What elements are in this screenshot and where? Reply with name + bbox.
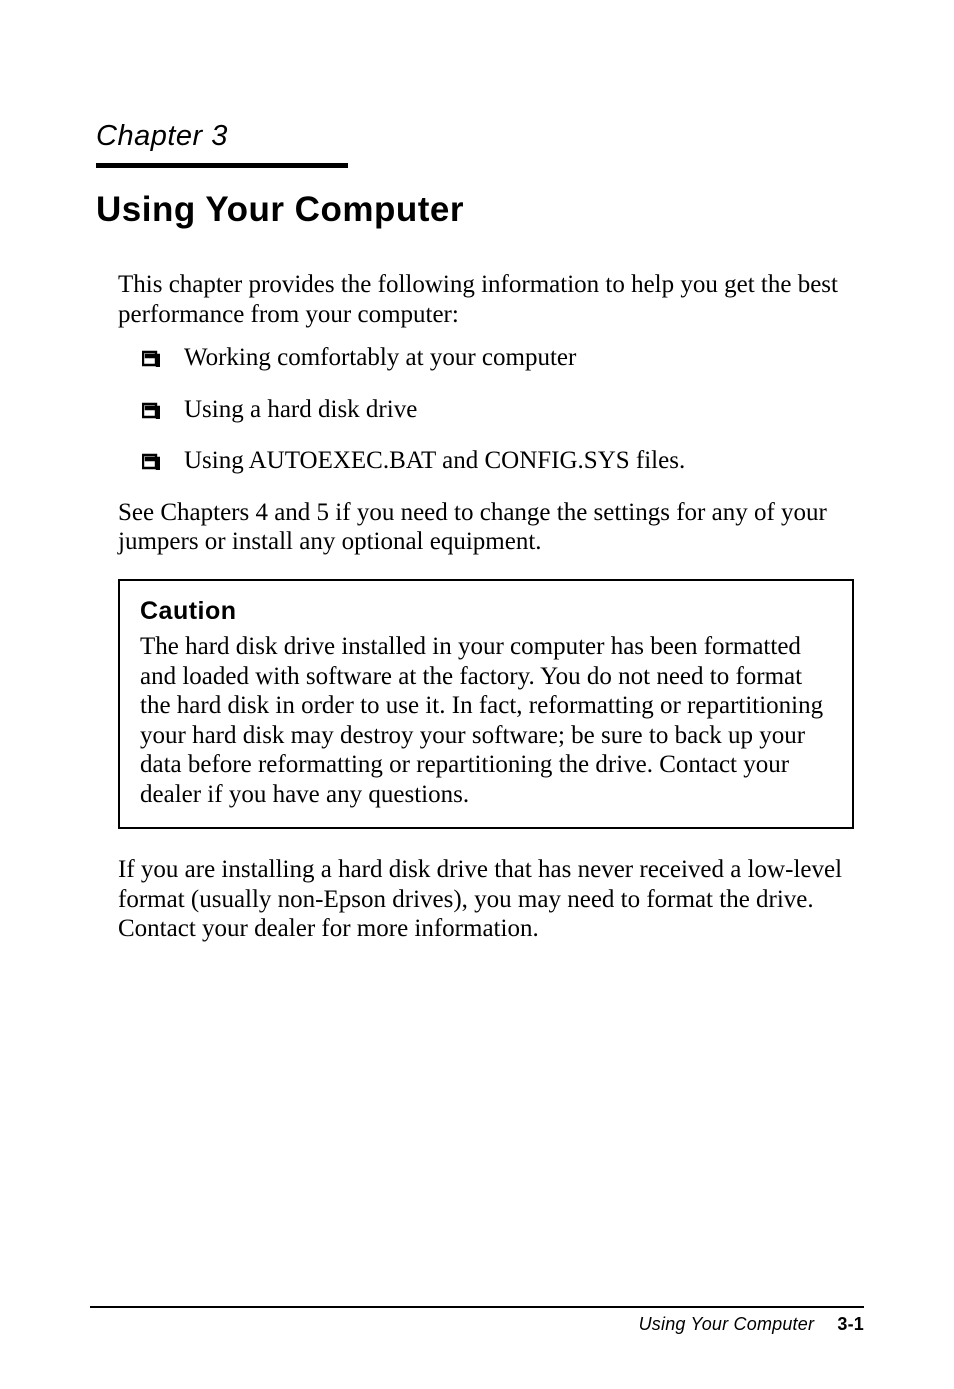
footer-page-number: 3-1 bbox=[837, 1314, 864, 1334]
list-item: Using AUTOEXEC.BAT and CONFIG.SYS files. bbox=[142, 446, 854, 476]
footer-title: Using Your Computer bbox=[639, 1314, 815, 1334]
after-list-paragraph: See Chapters 4 and 5 if you need to chan… bbox=[118, 498, 854, 557]
chapter-rule bbox=[96, 163, 348, 168]
final-paragraph: If you are installing a hard disk drive … bbox=[118, 855, 854, 944]
intro-paragraph: This chapter provides the following info… bbox=[118, 270, 854, 329]
square-bullet-icon bbox=[142, 401, 160, 419]
caution-label: Caution bbox=[140, 597, 832, 627]
chapter-title: Using Your Computer bbox=[96, 190, 864, 230]
bullet-text: Working comfortably at your computer bbox=[184, 343, 854, 373]
bullet-text: Using a hard disk drive bbox=[184, 395, 854, 425]
page: Chapter 3 Using Your Computer This chapt… bbox=[0, 0, 954, 1389]
square-bullet-icon bbox=[142, 349, 160, 367]
bullet-text: Using AUTOEXEC.BAT and CONFIG.SYS files. bbox=[184, 446, 854, 476]
chapter-label: Chapter 3 bbox=[96, 120, 864, 153]
list-item: Using a hard disk drive bbox=[142, 395, 854, 425]
page-footer: Using Your Computer 3-1 bbox=[90, 1306, 864, 1335]
caution-text: The hard disk drive installed in your co… bbox=[140, 632, 832, 809]
caution-box: Caution The hard disk drive installed in… bbox=[118, 579, 854, 830]
footer-text: Using Your Computer 3-1 bbox=[90, 1314, 864, 1335]
list-item: Working comfortably at your computer bbox=[142, 343, 854, 373]
body-text: This chapter provides the following info… bbox=[118, 270, 854, 944]
square-bullet-icon bbox=[142, 452, 160, 470]
bullet-list: Working comfortably at your computer Usi… bbox=[142, 343, 854, 476]
footer-rule bbox=[90, 1306, 864, 1308]
